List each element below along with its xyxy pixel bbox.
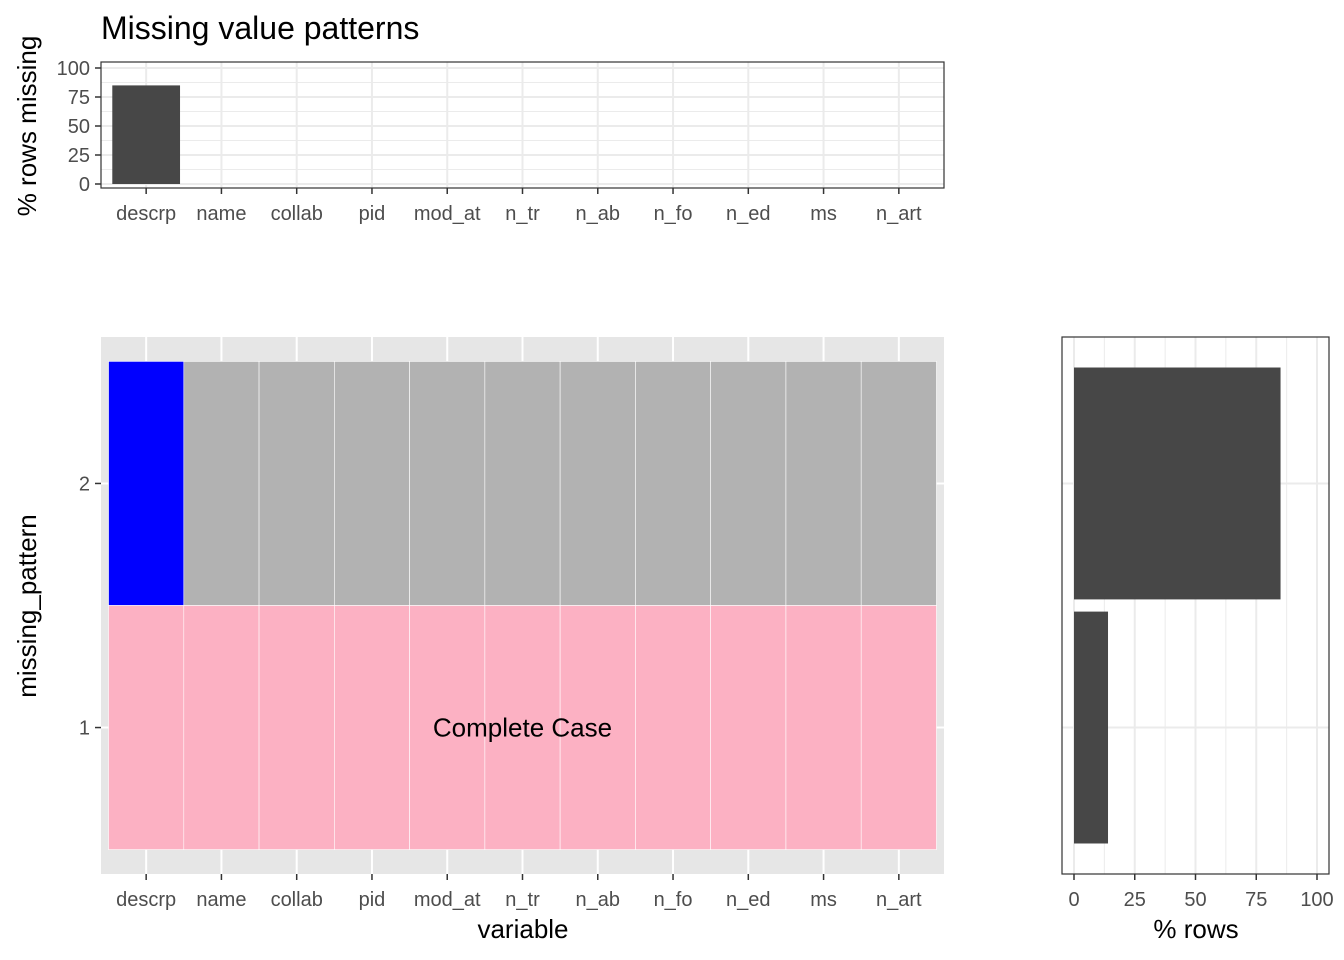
top-x-tick-label: pid <box>359 203 386 225</box>
top-x-tick-label: name <box>196 203 246 225</box>
top-x-tick-label: descrp <box>116 203 176 225</box>
pattern-2-cell-n_ab <box>559 361 636 606</box>
top-y-axis-title: % rows missing <box>12 36 42 217</box>
main-y-tick-label: 1 <box>79 718 90 740</box>
pattern-2-cell-n_fo <box>635 361 711 606</box>
pattern-2-cell-n_ed <box>710 361 787 606</box>
side-bar-pattern-2 <box>1074 367 1281 600</box>
top-x-tick-label: ms <box>810 203 837 225</box>
pattern-1-cell-n_fo <box>635 605 711 850</box>
side-x-tick-label: 25 <box>1124 889 1146 911</box>
main-x-tick-label: name <box>196 889 246 911</box>
main-x-tick-label: n_art <box>876 889 922 911</box>
pattern-1-cell-n_art <box>860 605 937 850</box>
pattern-1-cell-ms <box>785 605 862 850</box>
main-x-tick-label: descrp <box>116 889 176 911</box>
top-bar-descrp <box>112 85 181 184</box>
pattern-1-cell-pid <box>334 605 410 850</box>
top-bar-chart: 0 25 50 75 100 descrp name collab pid mod_at n_tr n… <box>57 58 945 225</box>
main-x-axis-title: variable <box>477 914 568 944</box>
side-x-tick-label: 0 <box>1068 889 1079 911</box>
pattern-heatmap: Complete Case 2 1 descrp name collab pid mod_at… <box>79 337 944 911</box>
top-x-tick-label: collab <box>271 203 323 225</box>
pattern-1-cell-n_ab <box>559 605 636 850</box>
main-x-tick-label: ms <box>810 889 837 911</box>
top-x-tick-label: n_tr <box>505 203 540 225</box>
pattern-1-cell-collab <box>258 605 335 850</box>
pattern-1-cell-n_ed <box>710 605 787 850</box>
main-x-tick-label: n_tr <box>505 889 540 911</box>
pattern-2-cell-n_tr <box>484 361 561 606</box>
top-x-tick-label: n_ab <box>576 203 621 225</box>
main-x-tick-label: n_ab <box>576 889 621 911</box>
pattern-2-cell-n_art <box>860 361 937 606</box>
top-y-tick-label: 75 <box>68 87 90 109</box>
top-y-tick-label: 100 <box>57 58 90 80</box>
main-x-tick-label: n_ed <box>726 889 771 911</box>
pattern-2-cell-descrp <box>108 361 185 606</box>
main-y-axis-title: missing_pattern <box>12 514 42 698</box>
pattern-1-cell-descrp <box>108 605 185 850</box>
pattern-2-cell-pid <box>334 361 410 606</box>
main-x-tick-label: pid <box>359 889 386 911</box>
top-y-tick-label: 50 <box>68 116 90 138</box>
pattern-1-cell-n_tr <box>484 605 561 850</box>
top-x-tick-label: n_fo <box>654 203 693 225</box>
main-x-tick-label: mod_at <box>414 889 481 911</box>
pattern-2-cell-collab <box>258 361 335 606</box>
pattern-2-cell-ms <box>785 361 862 606</box>
pattern-2-cell-mod_at <box>409 361 486 606</box>
main-y-tick-label: 2 <box>79 473 90 495</box>
top-y-tick-label: 25 <box>68 145 90 167</box>
side-x-tick-label: 75 <box>1245 889 1267 911</box>
side-bar-chart: 0 25 50 75 100 <box>1061 336 1334 911</box>
top-x-tick-label: mod_at <box>414 203 481 225</box>
main-x-tick-label: collab <box>271 889 323 911</box>
top-x-tick-label: n_art <box>876 203 922 225</box>
pattern-2-cell-name <box>183 361 260 606</box>
complete-case-annotation: Complete Case <box>433 713 612 743</box>
top-y-tick-label: 0 <box>79 174 90 196</box>
side-x-tick-label: 100 <box>1300 889 1333 911</box>
pattern-1-cell-name <box>183 605 260 850</box>
pattern-1-cell-mod_at <box>409 605 486 850</box>
side-bar-pattern-1 <box>1074 611 1109 844</box>
side-x-axis-title: % rows <box>1153 914 1238 944</box>
top-x-tick-label: n_ed <box>726 203 771 225</box>
main-x-tick-label: n_fo <box>654 889 693 911</box>
chart-title: Missing value patterns <box>101 10 419 46</box>
side-x-tick-label: 50 <box>1184 889 1206 911</box>
